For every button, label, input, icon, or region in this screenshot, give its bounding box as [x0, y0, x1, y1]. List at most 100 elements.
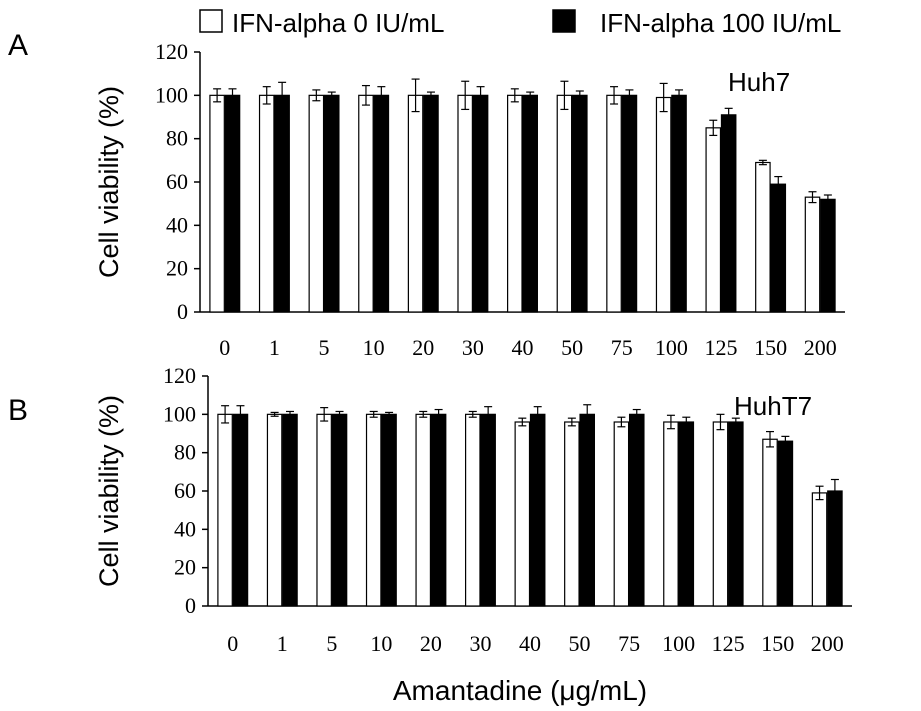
- bar-ifn-0: [705, 127, 722, 313]
- bar-ifn-100: [628, 413, 645, 607]
- legend: IFN-alpha 0 IU/mL IFN-alpha 100 IU/mL: [199, 8, 841, 38]
- y-tick-label: 80: [166, 126, 188, 151]
- cell-line-annotation-b: HuhT7: [734, 391, 812, 421]
- x-tick-label: 100: [655, 335, 688, 360]
- y-tick-label: 120: [163, 363, 196, 388]
- y-tick-label: 60: [174, 478, 196, 503]
- x-tick-label: 20: [412, 335, 434, 360]
- bar-ifn-100: [770, 183, 787, 313]
- panel-label-a: A: [8, 29, 28, 62]
- bar-ifn-100: [232, 413, 249, 607]
- x-tick-label: 125: [704, 335, 737, 360]
- bar-ifn-0: [217, 413, 233, 607]
- bar-ifn-0: [507, 94, 523, 313]
- plot-area-b: 0 20 40 60 80 100 120 0 1 5 10 20 30 40 50 75 100 125 150 2…: [163, 363, 852, 656]
- bar-ifn-0: [564, 421, 580, 607]
- y-tick-label: 120: [155, 39, 188, 64]
- x-tick-label: 5: [326, 631, 337, 656]
- x-tick-label: 150: [761, 631, 794, 656]
- x-tick-label: 30: [462, 335, 484, 360]
- bar-ifn-100: [827, 490, 843, 607]
- bar-ifn-0: [755, 161, 771, 313]
- bar-ifn-0: [358, 94, 374, 313]
- bar-ifn-100: [728, 421, 744, 607]
- bar-ifn-100: [671, 94, 687, 313]
- y-tick-label: 40: [166, 212, 188, 237]
- bar-ifn-0: [762, 438, 778, 607]
- x-tick-label: 40: [519, 631, 541, 656]
- y-tick-label: 60: [166, 169, 188, 194]
- x-tick-label: 50: [561, 335, 583, 360]
- x-tick-label: 150: [754, 335, 787, 360]
- legend-swatch-ifn-100: [552, 9, 576, 33]
- x-tick-label: 125: [712, 631, 745, 656]
- x-tick-label: 40: [512, 335, 534, 360]
- bar-ifn-0: [365, 413, 382, 607]
- x-tick-label: 10: [363, 335, 385, 360]
- bar-ifn-100: [720, 114, 737, 313]
- legend-label-ifn-100: IFN-alpha 100 IU/mL: [600, 8, 841, 38]
- x-tick-label: 200: [811, 631, 844, 656]
- x-tick-label: 30: [469, 631, 491, 656]
- bar-ifn-100: [820, 198, 836, 313]
- bar-ifn-0: [613, 421, 630, 607]
- panel-label-b: B: [8, 394, 28, 427]
- bar-ifn-0: [655, 96, 672, 313]
- x-tick-label: 0: [219, 335, 230, 360]
- y-tick-label: 100: [163, 401, 196, 426]
- bar-ifn-100: [282, 413, 298, 607]
- x-axis-title: Amantadine (μg/mL): [393, 675, 647, 706]
- bar-ifn-100: [423, 94, 439, 313]
- bar-ifn-100: [522, 94, 538, 313]
- y-tick-label: 0: [177, 299, 188, 324]
- bar-ifn-0: [514, 421, 531, 607]
- bar-ifn-0: [464, 413, 481, 607]
- bar-ifn-0: [457, 94, 473, 313]
- bar-ifn-100: [621, 94, 638, 313]
- bar-ifn-100: [529, 413, 546, 607]
- bar-ifn-0: [811, 492, 828, 607]
- bar-ifn-100: [323, 94, 340, 313]
- bar-ifn-0: [316, 413, 332, 607]
- bar-ifn-0: [556, 94, 573, 313]
- x-tick-label: 5: [319, 335, 330, 360]
- bar-ifn-100: [373, 94, 390, 313]
- bar-ifn-100: [472, 94, 489, 313]
- legend-swatch-ifn-0: [199, 9, 223, 33]
- y-tick-label: 20: [174, 555, 196, 580]
- y-axis-title-a: Cell viability (%): [94, 86, 124, 278]
- bar-ifn-0: [209, 94, 225, 313]
- cell-line-annotation-a: Huh7: [728, 67, 790, 97]
- panel-a: A Cell viability (%) Huh7 02040608010012…: [8, 29, 845, 360]
- x-tick-label: 20: [420, 631, 442, 656]
- x-tick-label: 1: [277, 631, 288, 656]
- y-tick-label: 20: [166, 256, 188, 281]
- x-tick-label: 10: [370, 631, 392, 656]
- bar-ifn-100: [572, 94, 588, 313]
- bar-ifn-0: [606, 94, 622, 313]
- x-tick-label: 0: [227, 631, 238, 656]
- bar-ifn-100: [579, 413, 596, 607]
- x-tick-label: 1: [269, 335, 280, 360]
- bar-ifn-100: [777, 440, 794, 607]
- bar-ifn-0: [258, 94, 275, 313]
- bar-ifn-100: [381, 413, 397, 607]
- y-tick-label: 40: [174, 516, 196, 541]
- bar-ifn-100: [678, 421, 695, 607]
- plot-area-a: 0 20 40 60 80 100 120 0 1 5 10 20 30 40 50 75 100 125 150 2…: [155, 39, 845, 360]
- bar-ifn-0: [415, 413, 432, 607]
- y-tick-label: 0: [185, 593, 196, 618]
- bar-ifn-0: [407, 94, 424, 313]
- y-tick-label: 100: [155, 82, 188, 107]
- bar-ifn-0: [804, 196, 821, 313]
- bar-ifn-0: [266, 413, 283, 607]
- x-tick-label: 75: [611, 335, 633, 360]
- bar-ifn-100: [480, 413, 496, 607]
- x-tick-label: 100: [662, 631, 695, 656]
- bar-ifn-100: [274, 94, 290, 313]
- x-tick-label: 75: [618, 631, 640, 656]
- bar-ifn-100: [331, 413, 348, 607]
- x-tick-label: 50: [569, 631, 591, 656]
- x-tick-label: 200: [804, 335, 837, 360]
